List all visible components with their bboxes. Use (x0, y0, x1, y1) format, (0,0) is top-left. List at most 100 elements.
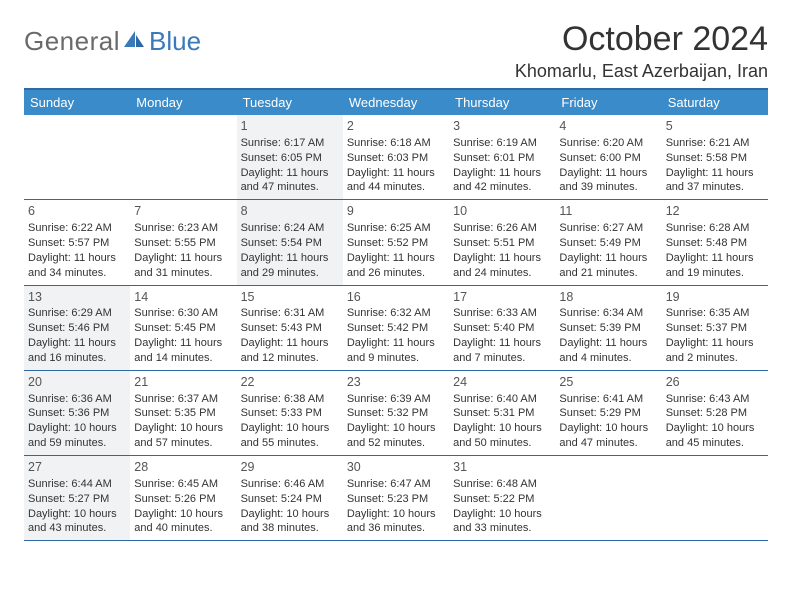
day-number: 27 (28, 459, 126, 476)
sunrise-text: Sunrise: 6:22 AM (28, 221, 126, 236)
calendar-cell: 16Sunrise: 6:32 AMSunset: 5:42 PMDayligh… (343, 286, 449, 370)
dow-saturday: Saturday (662, 90, 768, 115)
sunrise-text: Sunrise: 6:31 AM (241, 306, 339, 321)
day-number: 20 (28, 374, 126, 391)
daylight-text: Daylight: 11 hours and 16 minutes. (28, 336, 126, 366)
day-number: 23 (347, 374, 445, 391)
daylight-text: Daylight: 11 hours and 26 minutes. (347, 251, 445, 281)
calendar-cell: 5Sunrise: 6:21 AMSunset: 5:58 PMDaylight… (662, 115, 768, 199)
sunset-text: Sunset: 5:40 PM (453, 321, 551, 336)
daylight-text: Daylight: 10 hours and 47 minutes. (559, 421, 657, 451)
sunset-text: Sunset: 6:00 PM (559, 151, 657, 166)
calendar-cell: 20Sunrise: 6:36 AMSunset: 5:36 PMDayligh… (24, 371, 130, 455)
sunrise-text: Sunrise: 6:26 AM (453, 221, 551, 236)
sunset-text: Sunset: 5:28 PM (666, 406, 764, 421)
daylight-text: Daylight: 11 hours and 14 minutes. (134, 336, 232, 366)
day-number: 30 (347, 459, 445, 476)
sunset-text: Sunset: 5:52 PM (347, 236, 445, 251)
daylight-text: Daylight: 11 hours and 39 minutes. (559, 166, 657, 196)
calendar-cell: 2Sunrise: 6:18 AMSunset: 6:03 PMDaylight… (343, 115, 449, 199)
calendar-cell: 28Sunrise: 6:45 AMSunset: 5:26 PMDayligh… (130, 456, 236, 540)
sunset-text: Sunset: 5:33 PM (241, 406, 339, 421)
sunrise-text: Sunrise: 6:25 AM (347, 221, 445, 236)
day-number: 22 (241, 374, 339, 391)
sunrise-text: Sunrise: 6:20 AM (559, 136, 657, 151)
sunrise-text: Sunrise: 6:17 AM (241, 136, 339, 151)
dow-monday: Monday (130, 90, 236, 115)
sunrise-text: Sunrise: 6:35 AM (666, 306, 764, 321)
day-number: 1 (241, 118, 339, 135)
sunrise-text: Sunrise: 6:44 AM (28, 477, 126, 492)
sunrise-text: Sunrise: 6:23 AM (134, 221, 232, 236)
sunset-text: Sunset: 5:45 PM (134, 321, 232, 336)
sunset-text: Sunset: 6:03 PM (347, 151, 445, 166)
sunset-text: Sunset: 5:46 PM (28, 321, 126, 336)
dow-thursday: Thursday (449, 90, 555, 115)
sunrise-text: Sunrise: 6:18 AM (347, 136, 445, 151)
sunrise-text: Sunrise: 6:43 AM (666, 392, 764, 407)
sunrise-text: Sunrise: 6:37 AM (134, 392, 232, 407)
calendar-cell: 9Sunrise: 6:25 AMSunset: 5:52 PMDaylight… (343, 200, 449, 284)
calendar-cell: 17Sunrise: 6:33 AMSunset: 5:40 PMDayligh… (449, 286, 555, 370)
calendar-cell: 23Sunrise: 6:39 AMSunset: 5:32 PMDayligh… (343, 371, 449, 455)
week-row: 20Sunrise: 6:36 AMSunset: 5:36 PMDayligh… (24, 371, 768, 456)
sunrise-text: Sunrise: 6:39 AM (347, 392, 445, 407)
sunrise-text: Sunrise: 6:19 AM (453, 136, 551, 151)
day-of-week-header: SundayMondayTuesdayWednesdayThursdayFrid… (24, 90, 768, 115)
calendar-cell: 31Sunrise: 6:48 AMSunset: 5:22 PMDayligh… (449, 456, 555, 540)
daylight-text: Daylight: 11 hours and 4 minutes. (559, 336, 657, 366)
day-number: 4 (559, 118, 657, 135)
daylight-text: Daylight: 11 hours and 44 minutes. (347, 166, 445, 196)
title-block: October 2024 Khomarlu, East Azerbaijan, … (515, 20, 768, 82)
sunset-text: Sunset: 5:54 PM (241, 236, 339, 251)
calendar-cell: 6Sunrise: 6:22 AMSunset: 5:57 PMDaylight… (24, 200, 130, 284)
sunset-text: Sunset: 5:58 PM (666, 151, 764, 166)
sunset-text: Sunset: 5:32 PM (347, 406, 445, 421)
daylight-text: Daylight: 10 hours and 38 minutes. (241, 507, 339, 537)
day-number: 15 (241, 289, 339, 306)
sunset-text: Sunset: 5:29 PM (559, 406, 657, 421)
daylight-text: Daylight: 11 hours and 9 minutes. (347, 336, 445, 366)
daylight-text: Daylight: 10 hours and 36 minutes. (347, 507, 445, 537)
calendar-cell: 19Sunrise: 6:35 AMSunset: 5:37 PMDayligh… (662, 286, 768, 370)
week-row: 6Sunrise: 6:22 AMSunset: 5:57 PMDaylight… (24, 200, 768, 285)
calendar-cell: 1Sunrise: 6:17 AMSunset: 6:05 PMDaylight… (237, 115, 343, 199)
daylight-text: Daylight: 11 hours and 29 minutes. (241, 251, 339, 281)
daylight-text: Daylight: 10 hours and 59 minutes. (28, 421, 126, 451)
calendar-cell (130, 115, 236, 199)
calendar-cell: 10Sunrise: 6:26 AMSunset: 5:51 PMDayligh… (449, 200, 555, 284)
daylight-text: Daylight: 10 hours and 50 minutes. (453, 421, 551, 451)
day-number: 16 (347, 289, 445, 306)
sunset-text: Sunset: 5:48 PM (666, 236, 764, 251)
sunset-text: Sunset: 5:26 PM (134, 492, 232, 507)
sunrise-text: Sunrise: 6:30 AM (134, 306, 232, 321)
daylight-text: Daylight: 11 hours and 31 minutes. (134, 251, 232, 281)
daylight-text: Daylight: 11 hours and 2 minutes. (666, 336, 764, 366)
day-number: 2 (347, 118, 445, 135)
day-number: 21 (134, 374, 232, 391)
calendar-cell: 30Sunrise: 6:47 AMSunset: 5:23 PMDayligh… (343, 456, 449, 540)
sunrise-text: Sunrise: 6:29 AM (28, 306, 126, 321)
sunrise-text: Sunrise: 6:28 AM (666, 221, 764, 236)
daylight-text: Daylight: 10 hours and 45 minutes. (666, 421, 764, 451)
calendar-cell: 7Sunrise: 6:23 AMSunset: 5:55 PMDaylight… (130, 200, 236, 284)
day-number: 24 (453, 374, 551, 391)
sunrise-text: Sunrise: 6:36 AM (28, 392, 126, 407)
day-number: 7 (134, 203, 232, 220)
day-number: 3 (453, 118, 551, 135)
calendar-cell: 21Sunrise: 6:37 AMSunset: 5:35 PMDayligh… (130, 371, 236, 455)
calendar-cell: 24Sunrise: 6:40 AMSunset: 5:31 PMDayligh… (449, 371, 555, 455)
day-number: 31 (453, 459, 551, 476)
daylight-text: Daylight: 10 hours and 57 minutes. (134, 421, 232, 451)
calendar-cell (24, 115, 130, 199)
daylight-text: Daylight: 10 hours and 55 minutes. (241, 421, 339, 451)
sunset-text: Sunset: 6:01 PM (453, 151, 551, 166)
week-row: 1Sunrise: 6:17 AMSunset: 6:05 PMDaylight… (24, 115, 768, 200)
sunset-text: Sunset: 5:24 PM (241, 492, 339, 507)
week-row: 27Sunrise: 6:44 AMSunset: 5:27 PMDayligh… (24, 456, 768, 541)
day-number: 12 (666, 203, 764, 220)
daylight-text: Daylight: 10 hours and 43 minutes. (28, 507, 126, 537)
calendar-cell: 13Sunrise: 6:29 AMSunset: 5:46 PMDayligh… (24, 286, 130, 370)
calendar-cell: 11Sunrise: 6:27 AMSunset: 5:49 PMDayligh… (555, 200, 661, 284)
day-number: 18 (559, 289, 657, 306)
